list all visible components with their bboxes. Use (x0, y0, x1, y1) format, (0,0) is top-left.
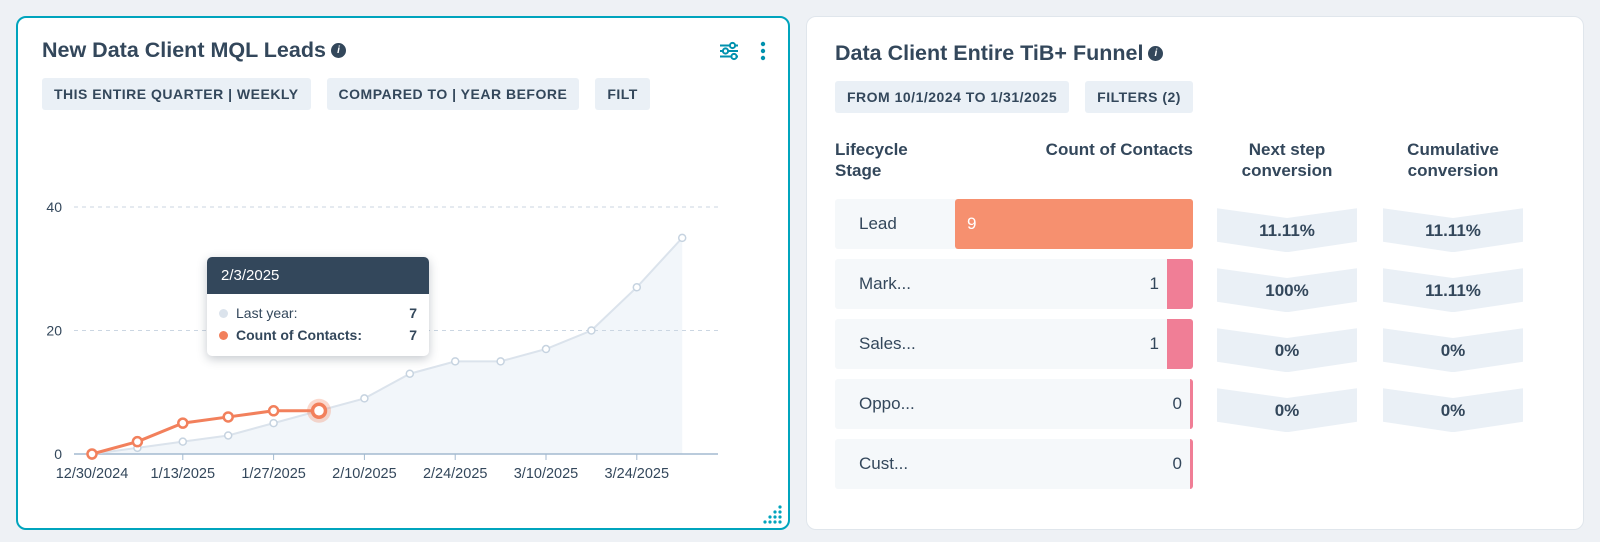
count-value: 1 (1149, 334, 1159, 354)
svg-text:1/27/2025: 1/27/2025 (241, 466, 306, 482)
stage-label: Sales... (859, 334, 916, 354)
date-range-chip: THIS ENTIRE QUARTER | WEEKLY (42, 77, 311, 110)
stage-label: Lead (859, 214, 897, 234)
resize-handle-dots[interactable] (759, 501, 783, 525)
svg-text:3/10/2025: 3/10/2025 (514, 466, 579, 482)
funnel-row-opportunity[interactable]: Oppo... 0 0% 0% (835, 379, 1555, 433)
svg-text:12/30/2024: 12/30/2024 (56, 466, 129, 482)
count-bar[interactable] (1167, 259, 1193, 310)
funnel-row-customer[interactable]: Cust... 0 (835, 439, 1555, 490)
header-count-of-contacts: Count of Contacts (1045, 139, 1193, 159)
mql-filter-chips: THIS ENTIRE QUARTER | WEEKLY COMPARED TO… (42, 77, 766, 110)
svg-text:2/24/2025: 2/24/2025 (423, 466, 488, 482)
count-bar[interactable] (1190, 439, 1193, 490)
svg-text:1/13/2025: 1/13/2025 (151, 466, 216, 482)
kebab-menu-icon[interactable] (760, 40, 766, 62)
funnel-table: Lifecycle Stage Count of Contacts Next s… (835, 139, 1555, 490)
next-step-conversion-badge: 0% (1217, 388, 1357, 433)
filter-settings-icon[interactable] (718, 40, 740, 62)
count-value: 0 (1172, 454, 1182, 474)
count-value: 9 (967, 214, 977, 234)
count-value: 1 (1149, 274, 1159, 294)
filters-chip-truncated: FILT (595, 77, 650, 110)
funnel-row-sales[interactable]: Sales... 1 0% 0% (835, 319, 1555, 373)
stage-label: Oppo... (859, 394, 915, 414)
mql-leads-report-card[interactable]: New Data Client MQL Leads i (16, 16, 790, 530)
funnel-card-title: Data Client Entire TiB+ Funnel (835, 41, 1144, 65)
funnel-report-card[interactable]: Data Client Entire TiB+ Funnel i FROM 10… (806, 16, 1584, 530)
date-range-chip: FROM 10/1/2024 TO 1/31/2025 (835, 80, 1070, 113)
info-icon[interactable]: i (330, 43, 346, 59)
count-bar[interactable] (1190, 379, 1193, 430)
mql-card-actions (718, 40, 766, 62)
funnel-row-lead[interactable]: Lead 9 11.11% 11.11% (835, 199, 1555, 253)
last-year-series-dot (219, 308, 228, 318)
svg-text:3/24/2025: 3/24/2025 (605, 466, 670, 482)
tooltip-row-last-year: Last year: 7 (219, 302, 417, 324)
mql-card-header: New Data Client MQL Leads i (18, 18, 788, 110)
filters-count-chip: FILTERS (2) (1085, 80, 1193, 113)
cumulative-conversion-badge: 0% (1383, 388, 1523, 433)
cumulative-conversion-badge: 0% (1383, 328, 1523, 373)
next-step-conversion-badge: 0% (1217, 328, 1357, 373)
header-lifecycle-stage: Lifecycle Stage (835, 139, 908, 181)
header-next-step-conversion: Next step conversion (1241, 139, 1333, 181)
info-icon[interactable]: i (1148, 46, 1164, 62)
cumulative-conversion-badge: 11.11% (1383, 268, 1523, 313)
mql-card-title: New Data Client MQL Leads (42, 38, 326, 62)
header-cumulative-conversion: Cumulative conversion (1407, 139, 1499, 181)
svg-text:0: 0 (54, 446, 62, 462)
chart-tooltip: 2/3/2025 Last year: 7 Count of Contacts:… (207, 257, 429, 356)
line-chart-area: 0 20 40 12/30/2024 1/13/2025 1/27/2025 2/10/20… (18, 148, 762, 508)
funnel-filter-chips: FROM 10/1/2024 TO 1/31/2025 FILTERS (2) (835, 80, 1555, 113)
count-bar[interactable] (955, 199, 1193, 250)
count-bar[interactable] (1167, 319, 1193, 370)
stage-label: Mark... (859, 274, 911, 294)
cumulative-conversion-badge: 11.11% (1383, 208, 1523, 253)
tooltip-date: 2/3/2025 (207, 257, 429, 294)
count-value: 0 (1172, 394, 1182, 414)
contacts-series-dot (219, 330, 228, 340)
comparison-chip: COMPARED TO | YEAR BEFORE (326, 77, 580, 110)
funnel-table-header: Lifecycle Stage Count of Contacts Next s… (835, 139, 1555, 182)
next-step-conversion-badge: 100% (1217, 268, 1357, 313)
svg-text:40: 40 (46, 199, 62, 215)
svg-text:20: 20 (46, 323, 62, 339)
stage-label: Cust... (859, 454, 909, 474)
svg-text:2/10/2025: 2/10/2025 (332, 466, 397, 482)
funnel-rows: Lead 9 11.11% 11.11% Mark... 1 (835, 199, 1555, 490)
tooltip-row-contacts: Count of Contacts: 7 (219, 324, 417, 346)
next-step-conversion-badge: 11.11% (1217, 208, 1357, 253)
funnel-row-marketing[interactable]: Mark... 1 100% 11.11% (835, 259, 1555, 313)
